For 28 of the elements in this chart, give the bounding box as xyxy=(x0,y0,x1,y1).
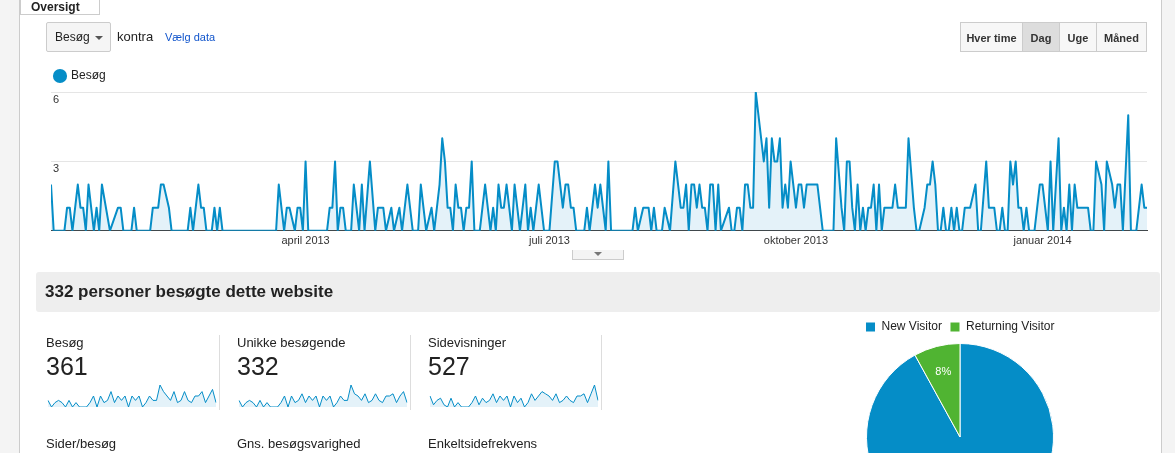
text: 332 xyxy=(237,352,279,381)
legend-label: Returning Visitor xyxy=(965,319,1055,334)
text: Dag xyxy=(1022,22,1060,52)
y-tick-label: 6 xyxy=(53,93,60,106)
text: Besøg xyxy=(55,30,90,44)
chart-title: Sidevisninger xyxy=(428,335,507,350)
text: Enkeltsidefrekvens xyxy=(428,436,538,451)
x-tick-label: oktober 2013 xyxy=(763,234,829,247)
x-tick-label: juli 2013 xyxy=(527,234,570,247)
text: Hver time xyxy=(960,22,1023,52)
text: 361 xyxy=(46,352,88,381)
chart-title: Besøg xyxy=(46,335,84,350)
legend-label: New Visitor xyxy=(881,319,942,334)
x-tick-label: april 2013 xyxy=(281,234,330,247)
text: Oversigt xyxy=(31,0,80,14)
text: Uge xyxy=(1059,22,1097,52)
text: kontra xyxy=(117,29,154,44)
text: Måned xyxy=(1096,22,1147,52)
text: Gns. besøgsvarighed xyxy=(237,436,361,451)
data-label: 8% xyxy=(935,364,952,377)
text: 527 xyxy=(428,352,470,381)
legend-label: Besøg xyxy=(71,68,106,83)
text: Sider/besøg xyxy=(46,436,117,451)
text: Vælg data xyxy=(165,31,216,43)
chart-title: Unikke besøgende xyxy=(237,335,346,350)
x-tick-label: januar 2014 xyxy=(1012,234,1072,247)
text: 332 personer besøgte dette website xyxy=(36,272,1160,312)
y-tick-label: 3 xyxy=(53,162,60,175)
